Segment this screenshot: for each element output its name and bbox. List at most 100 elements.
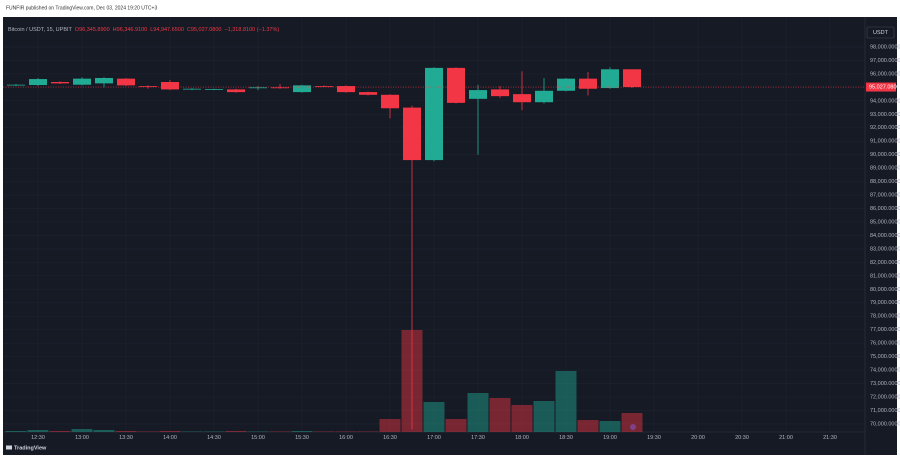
y-tick-label: 93,000.0000 (870, 112, 900, 118)
volume-bar (159, 431, 181, 432)
last-price-box (866, 82, 896, 92)
candle-body (337, 86, 355, 93)
x-tick-label: 18:00 (515, 435, 529, 441)
y-tick-label: 80,000.0000 (870, 287, 900, 293)
y-tick-label: 73,000.0000 (870, 381, 900, 387)
volume-bar (445, 419, 467, 432)
x-tick-label: 15:30 (295, 435, 309, 441)
x-tick-label: 13:00 (75, 435, 89, 441)
volume-bar (577, 420, 599, 432)
y-tick-label: 90,000.0000 (870, 152, 900, 158)
x-tick-label: 20:00 (691, 435, 705, 441)
x-tick-label: 17:00 (427, 435, 441, 441)
x-tick-label: 12:30 (31, 435, 45, 441)
candle-body (425, 67, 443, 161)
ohlc-value: −1,318.8100 (−1.37%) (224, 27, 279, 33)
volume-bar (467, 393, 489, 432)
y-tick-label: 96,000.0000 (870, 71, 900, 77)
y-tick-label: 94,000.0000 (870, 98, 900, 104)
candle-body (513, 94, 531, 103)
currency-box[interactable] (866, 26, 895, 39)
y-tick-label: 98,000.0000 (870, 44, 900, 50)
volume-bar (115, 431, 137, 432)
x-tick-label: 19:00 (603, 435, 617, 441)
volume-bar (357, 431, 379, 432)
volume-bar (423, 402, 445, 432)
ohlc-value: H96,346.9100 (113, 27, 148, 33)
x-tick-label: 16:00 (339, 435, 353, 441)
watermark: TradingView (14, 445, 47, 451)
legend: Bitcoin / USDT, 15, UPBIT O96,345.8900 H96… (8, 27, 279, 33)
candle-body (227, 89, 245, 93)
x-tick-label: 21:30 (823, 435, 837, 441)
y-tick-label: 84,000.0000 (870, 233, 900, 239)
ohlc-value: O96,345.8900 (75, 27, 110, 33)
y-tick-label: 77,000.0000 (870, 327, 900, 333)
candle-body (491, 89, 509, 97)
candle-body (161, 82, 179, 90)
publish-note: FUNFIR published on TradingView.com, Dec… (6, 5, 157, 11)
candle-body (381, 94, 399, 109)
x-tick-label: 17:30 (471, 435, 485, 441)
candle-body (139, 86, 157, 87)
y-tick-label: 72,000.0000 (870, 394, 900, 400)
y-tick-label: 91,000.0000 (870, 139, 900, 145)
candle-body (73, 78, 91, 85)
candle-body (205, 89, 223, 90)
symbol: Bitcoin / USDT, 15, UPBIT (8, 27, 73, 33)
candle-body (579, 78, 597, 89)
x-tick-label: 19:30 (647, 435, 661, 441)
candle-body (183, 88, 201, 90)
candle-body (315, 86, 333, 87)
volume-bar (379, 419, 401, 432)
candle-body (117, 78, 135, 86)
candle-body (601, 69, 619, 89)
volume-bar (291, 431, 313, 432)
candle-body (623, 69, 641, 88)
volume-bar (181, 431, 203, 432)
volume-bar (203, 431, 225, 432)
candle-body (447, 67, 465, 103)
volume-bar (225, 431, 247, 432)
ohlc-value: L94,947.6500 (150, 27, 184, 33)
x-tick-label: 21:00 (779, 435, 793, 441)
candle-body (249, 87, 267, 89)
y-tick-label: 78,000.0000 (870, 314, 900, 320)
candle-body (29, 79, 47, 86)
x-tick-label: 20:30 (735, 435, 749, 441)
candle-body (51, 82, 69, 84)
volume-bar (27, 430, 49, 432)
volume-bar (49, 431, 71, 432)
candle-body (359, 92, 377, 95)
candle-body (535, 90, 553, 103)
x-tick-label: 18:30 (559, 435, 573, 441)
volume-bar (533, 401, 555, 432)
y-tick-label: 89,000.0000 (870, 166, 900, 172)
y-tick-label: 87,000.0000 (870, 193, 900, 199)
volume-bar (599, 421, 621, 432)
candle-body (7, 84, 25, 86)
volume-bar (335, 431, 357, 432)
y-tick-label: 75,000.0000 (870, 354, 900, 360)
volume-bar (313, 431, 335, 432)
y-tick-label: 85,000.0000 (870, 219, 900, 225)
ohlc-value: C95,027.0800 (187, 27, 222, 33)
volume-bar (5, 431, 27, 432)
candle-body (271, 87, 289, 89)
y-tick-label: 74,000.0000 (870, 368, 900, 374)
candle-body (403, 107, 421, 161)
y-tick-label: 81,000.0000 (870, 273, 900, 279)
last-price-label: 95,027.0800 (869, 84, 900, 90)
volume-bar (489, 398, 511, 432)
currency[interactable]: USDT (873, 30, 889, 36)
volume-bar (269, 431, 291, 432)
volume-bar (621, 413, 643, 432)
y-tick-label: 76,000.0000 (870, 341, 900, 347)
event-icon[interactable] (630, 424, 636, 430)
logo-icon (6, 445, 12, 450)
volume-bar (247, 431, 269, 432)
x-tick-label: 14:00 (163, 435, 177, 441)
x-tick-label: 13:30 (119, 435, 133, 441)
